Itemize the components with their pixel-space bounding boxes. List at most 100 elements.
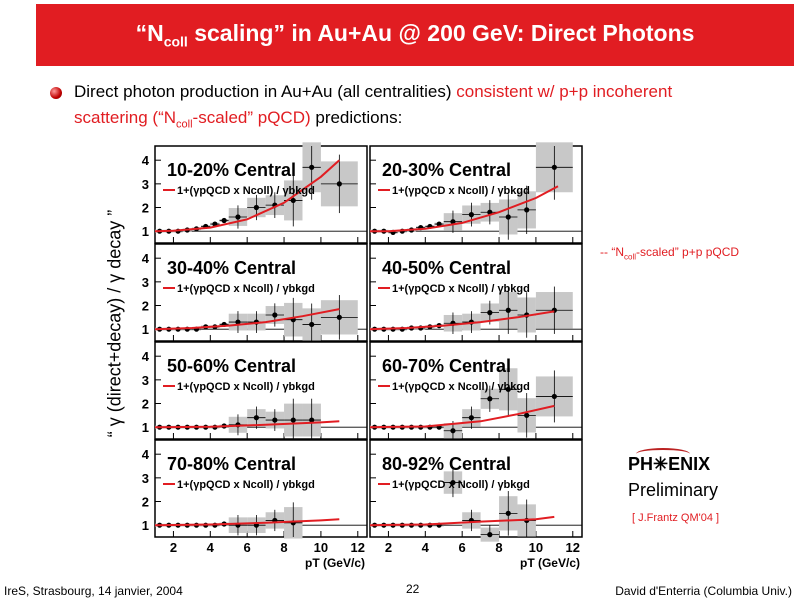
panel-8: 80-92% Central 1+(γpQCD x Ncoll) / γbkgd xyxy=(369,439,583,542)
y-tick-label: 2 xyxy=(142,201,149,216)
y-tick-label: 3 xyxy=(142,275,149,290)
curve-legend-label: 1+(γpQCD x Ncoll) / γbkgd xyxy=(177,479,315,491)
panel-2: 20-30% Central 1+(γpQCD x Ncoll) / γbkgd xyxy=(369,142,583,244)
panel-label: 50-60% Central xyxy=(167,356,296,376)
data-point xyxy=(468,212,474,218)
citation: [ J.Frantz QM'04 ] xyxy=(632,512,720,524)
panel-3: 1 2 3 4 30-40% Central 1+(γpQCD x Ncoll) / γb… xyxy=(142,243,368,342)
panel-4: 40-50% Central 1+(γpQCD x Ncoll) / γbkgd xyxy=(369,243,583,342)
data-point xyxy=(450,479,456,486)
data-point xyxy=(272,417,278,423)
data-point xyxy=(309,164,315,170)
x-tick-label: 10 xyxy=(529,540,543,555)
panel-label: 20-30% Central xyxy=(382,160,511,180)
y-tick-label: 1 xyxy=(142,518,149,533)
pqcd-curve xyxy=(154,420,340,429)
data-point xyxy=(235,214,241,220)
data-point xyxy=(290,197,296,204)
panel-label: 60-70% Central xyxy=(382,356,511,376)
phenix-logo-arc xyxy=(636,448,690,460)
footer-page-number: 22 xyxy=(406,582,420,596)
data-point xyxy=(309,417,315,423)
data-point xyxy=(505,214,511,220)
y-tick-label: 2 xyxy=(142,397,149,412)
pqcd-curve xyxy=(369,404,555,429)
panel-1: 1 2 3 4 10-20% Central 1+(γpQCD x Ncoll) / γb… xyxy=(142,142,368,244)
x-tick-label: 8 xyxy=(495,540,502,555)
data-point xyxy=(487,532,493,538)
data-point xyxy=(551,393,557,400)
panel-7: 1 2 3 4 70-80% Central 1+(γpQCD x Ncoll) / γb… xyxy=(142,439,368,539)
y-tick-label: 1 xyxy=(142,224,149,239)
preliminary-label: Preliminary xyxy=(628,480,719,500)
x-tick-label: 8 xyxy=(280,540,287,555)
curve-legend-label: 1+(γpQCD x Ncoll) / γbkgd xyxy=(392,283,530,295)
x-tick-label: 10 xyxy=(314,540,328,555)
data-point xyxy=(450,219,456,225)
panel-label: 40-50% Central xyxy=(382,258,511,278)
curve-legend-label: 1+(γpQCD x Ncoll) / γbkgd xyxy=(177,283,315,295)
data-point xyxy=(450,428,456,434)
curve-legend-label: 1+(γpQCD x Ncoll) / γbkgd xyxy=(392,479,530,491)
y-tick-label: 3 xyxy=(142,177,149,192)
data-point xyxy=(551,164,557,170)
pqcd-curve xyxy=(154,518,340,527)
panel-label: 10-20% Central xyxy=(167,160,296,180)
bullet-icon xyxy=(50,87,62,99)
curve-legend-label: 1+(γpQCD x Ncoll) / γbkgd xyxy=(392,185,530,197)
data-point xyxy=(505,307,511,313)
curve-legend-label: 1+(γpQCD x Ncoll) / γbkgd xyxy=(177,185,315,197)
data-point xyxy=(290,417,296,423)
x-axis-label: pT (GeV/c) xyxy=(305,556,365,570)
x-tick-label: 4 xyxy=(422,540,430,555)
panel-label: 80-92% Central xyxy=(382,454,511,474)
data-point xyxy=(505,510,511,516)
data-point xyxy=(336,181,342,187)
x-tick-label: 12 xyxy=(566,540,580,555)
data-point xyxy=(253,415,259,421)
title-bar: “Ncoll scaling” in Au+Au @ 200 GeV: Dire… xyxy=(36,4,794,66)
phenix-logo: PH✳ENIX xyxy=(628,454,711,474)
data-point xyxy=(309,321,315,328)
data-point xyxy=(505,386,511,392)
y-tick-label: 4 xyxy=(142,153,150,168)
data-point xyxy=(336,314,342,320)
y-tick-label: 3 xyxy=(142,471,149,486)
x-tick-label: 4 xyxy=(207,540,215,555)
panel-label: 70-80% Central xyxy=(167,454,296,474)
x-tick-label: 6 xyxy=(244,540,251,555)
x-tick-label: 12 xyxy=(351,540,365,555)
data-point xyxy=(221,217,227,224)
footer-author: David d'Enterria (Columbia Univ.) xyxy=(615,584,792,598)
pqcd-curve xyxy=(369,515,555,527)
panel-5: 1 2 3 4 50-60% Central 1+(γpQCD x Ncoll) / γb… xyxy=(142,341,368,440)
legend-pqcd: -- “Ncoll-scaled” p+p pQCD xyxy=(600,245,740,262)
y-tick-label: 4 xyxy=(142,447,150,462)
data-point xyxy=(524,412,530,418)
y-tick-label: 2 xyxy=(142,495,149,510)
y-tick-label: 4 xyxy=(142,251,150,266)
pqcd-curve xyxy=(154,159,340,233)
pqcd-curve xyxy=(370,185,559,233)
data-point xyxy=(487,310,493,316)
y-tick-label: 2 xyxy=(142,299,149,314)
data-point xyxy=(487,396,493,402)
panel-label: 30-40% Central xyxy=(167,258,296,278)
data-point xyxy=(253,204,259,211)
x-tick-label: 6 xyxy=(459,540,466,555)
x-axis-label: pT (GeV/c) xyxy=(520,556,580,570)
x-tick-label: 2 xyxy=(385,540,392,555)
y-tick-label: 3 xyxy=(142,373,149,388)
data-point xyxy=(272,312,278,318)
y-tick-label: 4 xyxy=(142,349,150,364)
footer-venue: IreS, Strasbourg, 14 janvier, 2004 xyxy=(4,584,183,598)
pqcd-curve xyxy=(369,310,555,331)
x-tick-label: 2 xyxy=(170,540,177,555)
slide-title: “Ncoll scaling” in Au+Au @ 200 GeV: Dire… xyxy=(135,20,695,50)
y-tick-label: 1 xyxy=(142,420,149,435)
data-point xyxy=(468,415,474,421)
curve-legend-label: 1+(γpQCD x Ncoll) / γbkgd xyxy=(177,381,315,393)
curve-legend-label: 1+(γpQCD x Ncoll) / γbkgd xyxy=(392,381,530,393)
data-point xyxy=(235,319,241,325)
